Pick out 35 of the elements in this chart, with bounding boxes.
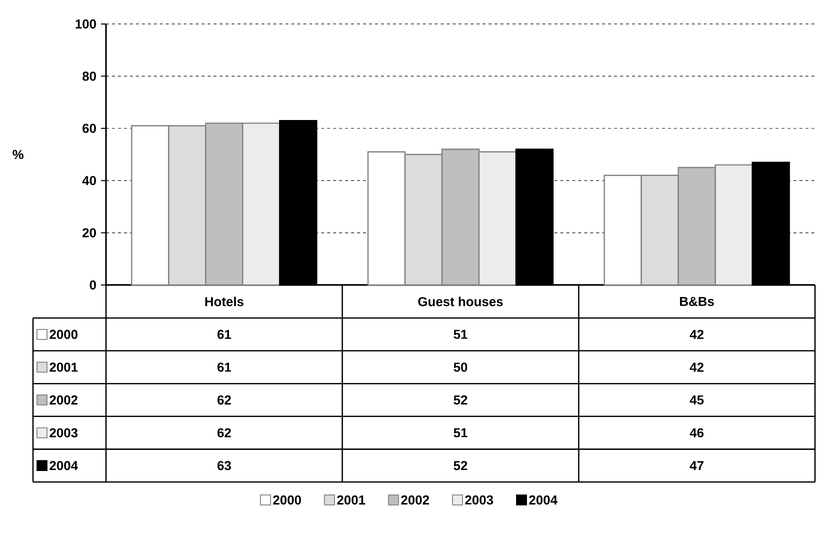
legend-label: 2002: [50, 395, 78, 405]
data-label: 45: [690, 395, 704, 405]
text: 2001: [337, 495, 366, 505]
y-tick-label: 60: [82, 124, 96, 133]
data-label: 42: [690, 330, 704, 339]
y-tick-label: 40: [82, 176, 96, 186]
data-label: 61: [217, 362, 232, 372]
y-tick-label: 0: [90, 280, 96, 290]
legend-label: 2004: [529, 495, 558, 505]
data-label: 46: [690, 428, 704, 438]
data-label: 52: [454, 395, 468, 405]
data-label: 42: [690, 362, 704, 372]
x-tick-label: Hotels: [205, 296, 244, 306]
y-axis-title: %: [12, 150, 24, 160]
y-tick-label: 100: [76, 19, 96, 29]
data-label: 61: [217, 330, 232, 339]
x-tick-label: B&Bs: [680, 296, 714, 306]
legend-label: 2003: [465, 495, 494, 505]
text: 2004: [50, 460, 78, 470]
data-label: 62: [217, 428, 231, 438]
y-tick-label: 80: [82, 72, 96, 81]
data-label: 47: [690, 461, 704, 470]
data-label: 50: [454, 362, 468, 372]
data-label: 51: [454, 428, 468, 438]
legend-label: 2000: [50, 330, 78, 339]
text: 2000: [273, 495, 301, 505]
x-tick-label: Guest houses: [418, 296, 503, 306]
data-label: 63: [217, 460, 231, 470]
data-label: 62: [217, 395, 231, 405]
text: 2003: [50, 428, 78, 438]
data-label: 51: [454, 330, 468, 339]
text: 2002: [401, 495, 429, 505]
data-label: 52: [454, 460, 468, 470]
legend-label: 2001: [50, 362, 78, 372]
y-tick-label: 20: [82, 228, 96, 238]
